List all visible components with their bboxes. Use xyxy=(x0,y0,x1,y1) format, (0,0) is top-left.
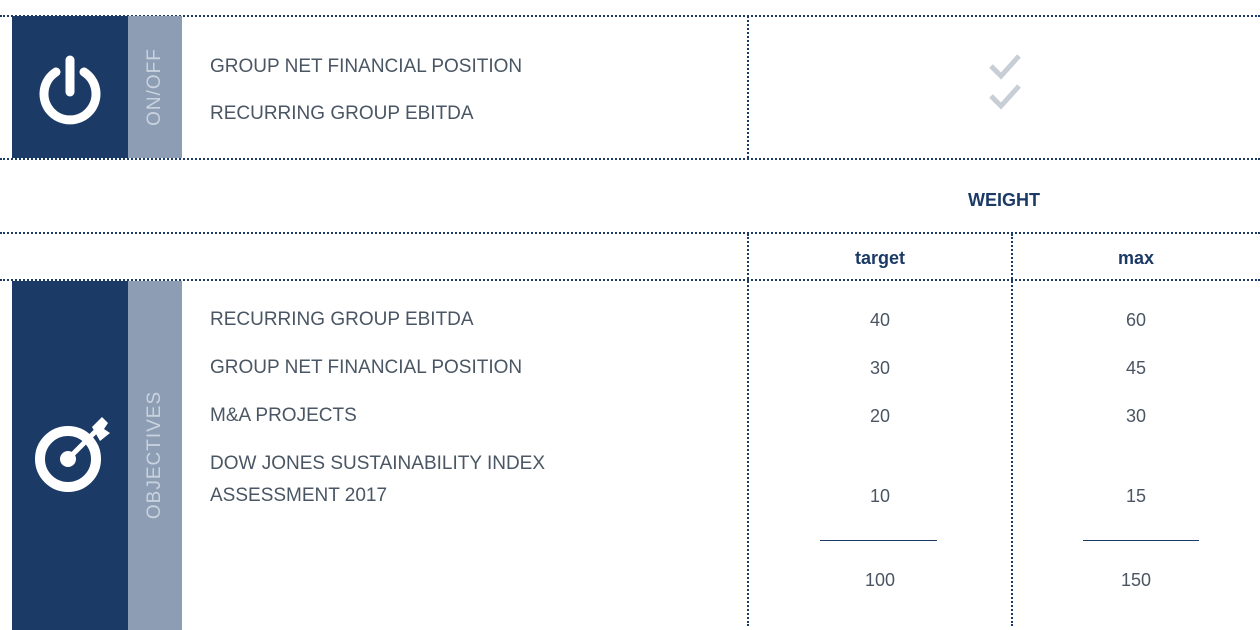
label-strip xyxy=(128,16,182,158)
column-header: target xyxy=(854,248,905,268)
total-target: 100 xyxy=(864,570,896,590)
objective-row: DOW JONES SUSTAINABILITY INDEX ASSESSMEN… xyxy=(0,448,1260,512)
objective-name: GROUP NET FINANCIAL POSITION xyxy=(210,357,523,378)
divider xyxy=(747,234,749,626)
onoff-item: RECURRING GROUP EBITDA xyxy=(210,103,474,124)
objective-name: DOW JONES SUSTAINABILITY INDEX ASSESSMEN… xyxy=(210,453,546,506)
max-value: 45 xyxy=(1125,358,1147,378)
sum-rule xyxy=(820,540,937,541)
icon-box xyxy=(12,16,128,158)
target-value: 30 xyxy=(869,358,891,378)
objective-row: GROUP NET FINANCIAL POSITION 30 45 xyxy=(0,352,1260,384)
target-value: 40 xyxy=(869,310,891,330)
max-value: 60 xyxy=(1125,310,1147,330)
column-header: max xyxy=(1117,248,1155,268)
icon-box xyxy=(12,281,128,630)
divider xyxy=(0,232,1260,234)
max-value: 15 xyxy=(1125,486,1147,506)
sum-rule xyxy=(1083,540,1199,541)
target-icon xyxy=(35,417,110,492)
total-max: 150 xyxy=(1120,570,1152,590)
objective-rows: RECURRING GROUP EBITDA 40 60 GROUP NET FINA… xyxy=(0,304,1260,528)
max-value: 30 xyxy=(1125,406,1147,426)
target-value: 20 xyxy=(869,406,891,426)
objective-row: RECURRING GROUP EBITDA 40 60 xyxy=(0,304,1260,336)
objective-name: RECURRING GROUP EBITDA xyxy=(210,309,474,330)
target-value: 10 xyxy=(869,486,891,506)
check-icons xyxy=(989,54,1021,110)
divider xyxy=(0,15,1260,17)
divider xyxy=(1011,234,1013,626)
divider xyxy=(0,279,1260,281)
section-label: ON/OFF xyxy=(144,48,165,126)
label-strip xyxy=(128,281,182,630)
divider xyxy=(747,16,749,158)
onoff-item: GROUP NET FINANCIAL POSITION xyxy=(210,56,523,77)
power-icon xyxy=(39,55,101,125)
objective-name: M&A PROJECTS xyxy=(210,405,357,426)
weight-title: WEIGHT xyxy=(968,190,1040,210)
divider xyxy=(0,158,1260,160)
objective-row: M&A PROJECTS 20 30 xyxy=(0,400,1260,432)
